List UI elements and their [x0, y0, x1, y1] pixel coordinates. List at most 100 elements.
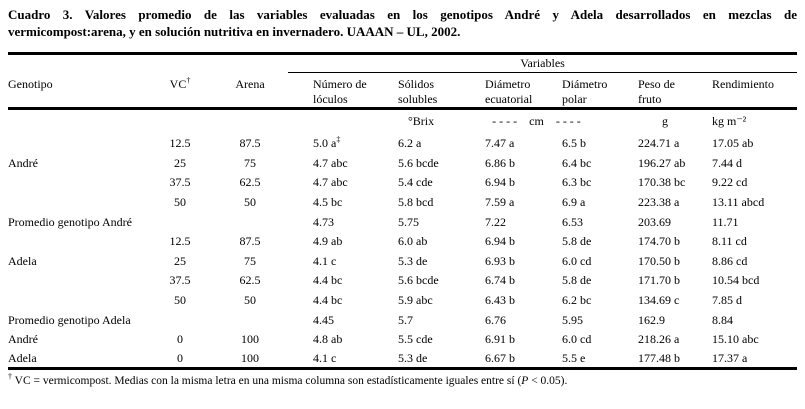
caption-line-1: Cuadro 3. Valores promedio de las variab…: [8, 7, 797, 22]
value-cell: 37.5: [169, 273, 191, 288]
value-cell: 223.38 a: [638, 195, 680, 210]
value-cell: 8.86 cd: [712, 253, 748, 268]
value-cell: 7.47 a: [485, 136, 515, 151]
value-cell: 6.91 b: [485, 332, 515, 347]
value-cell: 8.84: [712, 312, 733, 327]
genotipo-cell: Adela: [8, 351, 37, 366]
value-cell: 87.5: [239, 136, 261, 151]
value-cell: 87.5: [239, 234, 261, 249]
value-cell: 62.5: [239, 273, 261, 288]
value-cell: 13.11 abcd: [712, 195, 765, 210]
value-cell: 12.5: [169, 136, 191, 151]
genotipo-cell: [8, 192, 148, 212]
col-header-diametro-ecuatorial: Diámetro ecuatorial: [460, 72, 537, 110]
header-line: lóculos: [313, 92, 348, 106]
value-cell: 100: [241, 351, 259, 366]
value-cell: 12.5: [169, 234, 191, 249]
value-cell: 6.0 cd: [562, 332, 592, 347]
col-header-vc: VC†: [148, 72, 212, 110]
value-cell: 6.5 b: [562, 136, 586, 151]
value-cell: 25: [174, 155, 186, 170]
value-cell: 37.5: [169, 175, 191, 190]
table-row: 12.5 87.5 4.9 ab 6.0 ab 6.94 b 5.8 de 174.70 b…: [8, 231, 797, 251]
value-cell: 218.26 a: [638, 332, 680, 347]
footnote-text: < 0.05).: [528, 375, 568, 388]
table-row: Adela 25 75 4.1 c 5.3 de 6.93 b 6.0 cd 170.50 b…: [8, 251, 797, 271]
value-cell: 10.54 bcd: [712, 273, 760, 288]
footnote-dagger: †: [8, 372, 12, 382]
value-cell: 5.9 abc: [398, 293, 433, 308]
value-cell: 170.38 bc: [638, 175, 686, 190]
value-cell: 5.8 bcd: [398, 195, 434, 210]
table-row: André 0 100 4.8 ab 5.5 cde 6.91 b 6.0 cd 218.26…: [8, 329, 797, 349]
value-cell: 174.70 b: [638, 234, 680, 249]
genotipo-cell: Promedio genotipo Adela: [8, 312, 131, 327]
genotipo-cell: Promedio genotipo André: [8, 214, 132, 229]
cell-footnote-marker: ‡: [336, 135, 341, 145]
variables-header: Variables: [288, 53, 798, 73]
value-cell: 6.53: [562, 214, 583, 229]
table-row: Adela 0 100 4.1 c 5.3 de 6.67 b 5.5 e 177.48 b 1…: [8, 349, 797, 369]
unit-g: g: [662, 114, 668, 129]
value-cell: 6.86 b: [485, 155, 515, 170]
footnote: † VC = vermicompost. Medias con la misma…: [8, 372, 797, 388]
value-cell: 6.0 ab: [398, 234, 428, 249]
header-line: fruto: [638, 92, 662, 106]
vc-label: VC: [169, 76, 187, 91]
genotipo-cell: André: [8, 332, 38, 347]
value-cell: 0: [177, 351, 183, 366]
header-line: Número de: [313, 77, 367, 91]
value-cell: 6.74 b: [485, 273, 515, 288]
genotipo-cell: [8, 271, 148, 291]
value-cell: 6.94 b: [485, 234, 515, 249]
value-cell: [212, 212, 288, 232]
variables-row: Variables: [8, 53, 798, 73]
table-row: André 25 75 4.7 abc 5.6 bcde 6.86 b 6.4 bc 196.…: [8, 153, 797, 173]
value-cell: 6.9 a: [562, 195, 586, 210]
table-caption: Cuadro 3. Valores promedio de las variab…: [8, 6, 797, 40]
value-cell: 5.3 de: [398, 351, 428, 366]
genotipo-cell: Adela: [8, 253, 37, 268]
value-cell: 4.1 c: [313, 253, 337, 268]
value-cell: 162.9: [638, 312, 665, 327]
value-cell: 224.71 a: [638, 136, 680, 151]
unit-kg: kg m⁻²: [712, 114, 747, 129]
value-cell: 17.05 ab: [712, 136, 754, 151]
value-cell: 6.3 bc: [562, 175, 592, 190]
table-row: 50 50 4.4 bc 5.9 abc 6.43 b 6.2 bc 134.69 c 7.8…: [8, 290, 797, 310]
header-line: Rendimiento: [712, 77, 774, 91]
genotipo-cell: [8, 290, 148, 310]
value-cell: 6.0 cd: [562, 253, 592, 268]
value-cell: 4.9 ab: [313, 234, 343, 249]
column-header-row: Genotipo VC† Arena Número de lóculos Sól…: [8, 72, 798, 110]
col-header-solidos: Sólidos solubles: [373, 72, 460, 110]
value-cell: 177.48 b: [638, 351, 680, 366]
table-row: Promedio genotipo André 4.73 5.75 7.22 6.53 2…: [8, 212, 797, 232]
footnote-text: VC = vermicompost. Medias con la misma l…: [12, 375, 522, 388]
value-cell: 50: [174, 293, 186, 308]
value-cell: 6.2 a: [398, 136, 422, 151]
value-cell: 7.85 d: [712, 293, 742, 308]
value-cell: 6.2 bc: [562, 293, 592, 308]
value-cell: 196.27 ab: [638, 155, 686, 170]
header-line: solubles: [398, 92, 438, 106]
header-line: Diámetro: [485, 77, 531, 91]
paper-table-page: Cuadro 3. Valores promedio de las variab…: [0, 6, 805, 388]
header-line: ecuatorial: [485, 92, 533, 106]
value-cell: 5.6 bcde: [398, 273, 439, 288]
caption-line-2: vermicompost:arena, y en solución nutrit…: [8, 24, 461, 39]
value-cell: 4.1 c: [313, 351, 337, 366]
value-cell: 100: [241, 332, 259, 347]
value-cell: 5.5 cde: [398, 332, 433, 347]
value-cell: 6.43 b: [485, 293, 515, 308]
table-row: 50 50 4.5 bc 5.8 bcd 7.59 a 6.9 a 223.38 a 13.1…: [8, 192, 797, 212]
unit-brix: °Brix: [408, 114, 435, 129]
value-cell: 6.93 b: [485, 253, 515, 268]
value-cell: 203.69: [638, 214, 671, 229]
units-spacer: [8, 109, 373, 134]
value-cell: 5.8 de: [562, 273, 592, 288]
value-cell: 11.71: [712, 214, 739, 229]
value-cell: 75: [244, 253, 256, 268]
value-cell: 5.6 bcde: [398, 155, 439, 170]
table-row: Promedio genotipo Adela 4.45 5.7 6.76 5.95 16…: [8, 310, 797, 330]
